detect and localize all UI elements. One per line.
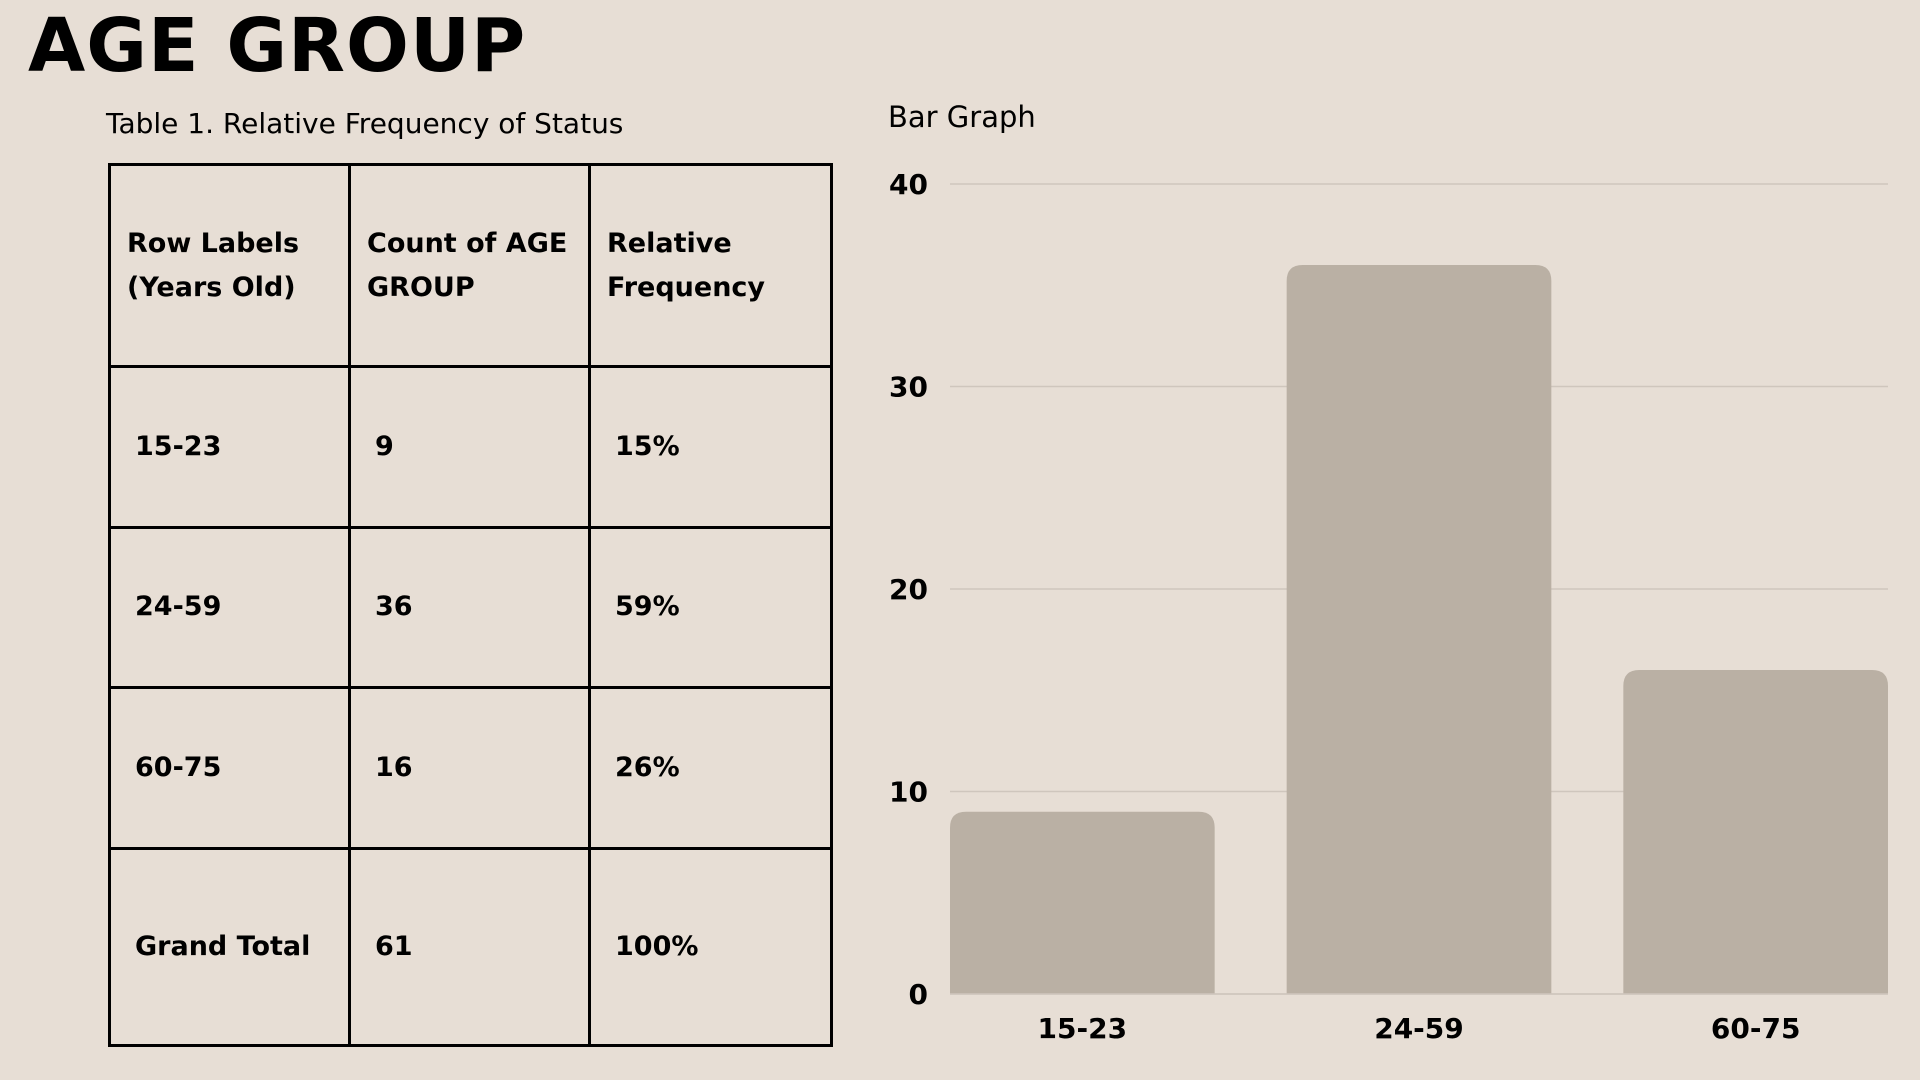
header-relative-frequency: Relative Frequency: [588, 162, 833, 369]
chart-label: Bar Graph: [888, 100, 1036, 134]
cell-age-range: 60-75: [108, 686, 351, 850]
header-row-labels: Row Labels (Years Old): [108, 162, 351, 369]
cell-total-count: 61: [348, 846, 591, 1048]
table-row: 24-59 36 59%: [108, 525, 833, 690]
table-header-row: Row Labels (Years Old) Count of AGE GROU…: [108, 162, 833, 369]
frequency-table: Row Labels (Years Old) Count of AGE GROU…: [108, 162, 833, 1048]
table-total-row: Grand Total 61 100%: [108, 846, 833, 1048]
header-count: Count of AGE GROUP: [348, 162, 591, 369]
x-tick-label: 60-75: [1711, 1012, 1801, 1045]
y-tick-label: 0: [909, 978, 928, 1011]
bar: [1623, 670, 1888, 994]
cell-total-relative-frequency: 100%: [588, 846, 833, 1048]
page-title: AGE GROUP: [28, 3, 527, 89]
cell-relative-frequency: 26%: [588, 686, 833, 850]
x-tick-label: 15-23: [1038, 1012, 1128, 1045]
bar: [950, 811, 1215, 994]
cell-count: 16: [348, 686, 591, 850]
y-tick-label: 20: [889, 573, 928, 606]
y-tick-label: 40: [889, 168, 928, 201]
table-caption: Table 1. Relative Frequency of Status: [106, 107, 624, 140]
cell-total-label: Grand Total: [108, 846, 351, 1048]
cell-count: 9: [348, 365, 591, 529]
table-row: 60-75 16 26%: [108, 686, 833, 850]
y-tick-label: 10: [889, 776, 928, 809]
bar: [1286, 265, 1552, 994]
x-tick-label: 24-59: [1374, 1012, 1464, 1045]
table-row: 15-23 9 15%: [108, 365, 833, 529]
cell-count: 36: [348, 525, 591, 690]
cell-relative-frequency: 15%: [588, 365, 833, 529]
cell-relative-frequency: 59%: [588, 525, 833, 690]
cell-age-range: 15-23: [108, 365, 351, 529]
cell-age-range: 24-59: [108, 525, 351, 690]
y-tick-label: 30: [889, 371, 928, 404]
